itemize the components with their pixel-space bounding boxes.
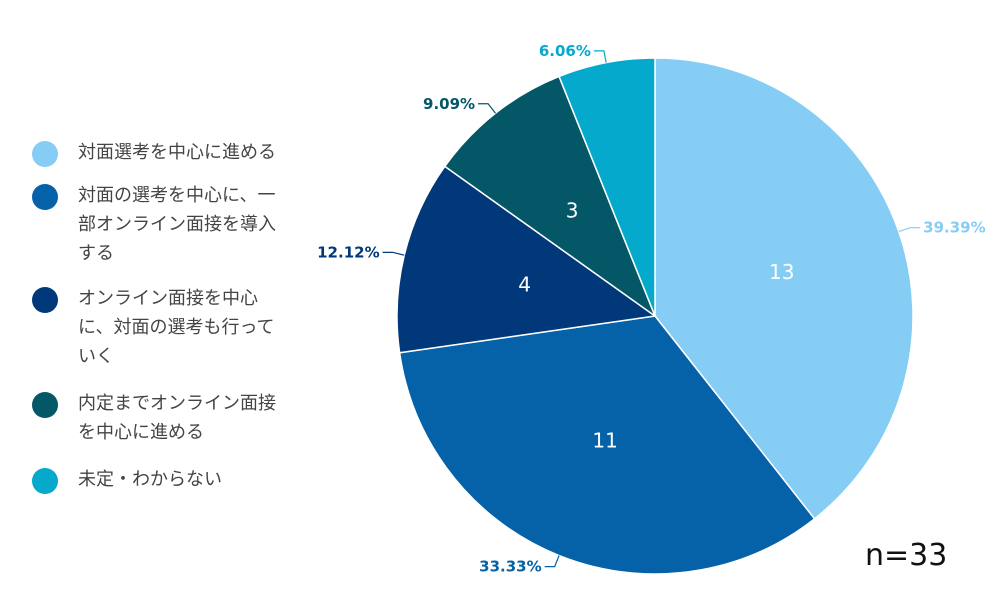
slice-percent-label-2: 33.33% bbox=[479, 558, 541, 576]
legend-label-4: 内定までオンライン面接を中心に進める bbox=[78, 393, 276, 443]
legend-label-3: オンライン面接を中心に、対面の選考も行っていく bbox=[78, 288, 275, 367]
slice-value-label-3: 4 bbox=[518, 272, 531, 296]
pie-slice-5 bbox=[558, 57, 656, 317]
legend-item-1: 対面選考を中心に進める bbox=[32, 138, 292, 167]
legend-label-2: 対面の選考を中心に、一部オンライン面接を導入する bbox=[78, 185, 276, 264]
legend-swatch-4 bbox=[32, 392, 58, 418]
slice-percent-label-5: 6.06% bbox=[539, 42, 591, 60]
slice-percent-label-3: 12.12% bbox=[317, 243, 379, 261]
legend-item-5: 未定・わからない bbox=[32, 465, 292, 494]
legend-item-4: 内定までオンライン面接を中心に進める bbox=[32, 389, 292, 447]
slice-percent-label-1: 39.39% bbox=[923, 219, 985, 237]
legend-swatch-1 bbox=[32, 141, 58, 167]
chart-legend: 対面選考を中心に進める 対面の選考を中心に、一部オンライン面接を導入する オンラ… bbox=[32, 138, 292, 508]
slice-percent-label-4: 9.09% bbox=[423, 95, 475, 113]
slice-value-label-1: 13 bbox=[769, 260, 794, 284]
legend-swatch-2 bbox=[32, 184, 58, 210]
legend-label-1: 対面選考を中心に進める bbox=[78, 142, 276, 163]
legend-item-3: オンライン面接を中心に、対面の選考も行っていく bbox=[32, 284, 292, 371]
leader-line-5 bbox=[593, 50, 607, 63]
pie-slice-3 bbox=[396, 165, 657, 354]
legend-label-5: 未定・わからない bbox=[78, 469, 222, 490]
leader-line-4 bbox=[478, 103, 496, 114]
leader-line-2 bbox=[544, 555, 560, 568]
leader-line-1 bbox=[898, 227, 921, 233]
legend-swatch-5 bbox=[32, 468, 58, 494]
legend-item-2: 対面の選考を中心に、一部オンライン面接を導入する bbox=[32, 181, 292, 268]
pie-slice-2 bbox=[398, 315, 816, 575]
sample-size-label: n=33 bbox=[865, 538, 948, 573]
legend-swatch-3 bbox=[32, 287, 58, 313]
leader-line-3 bbox=[382, 251, 405, 256]
slice-value-label-4: 3 bbox=[566, 199, 579, 223]
slice-value-label-2: 11 bbox=[592, 429, 617, 453]
